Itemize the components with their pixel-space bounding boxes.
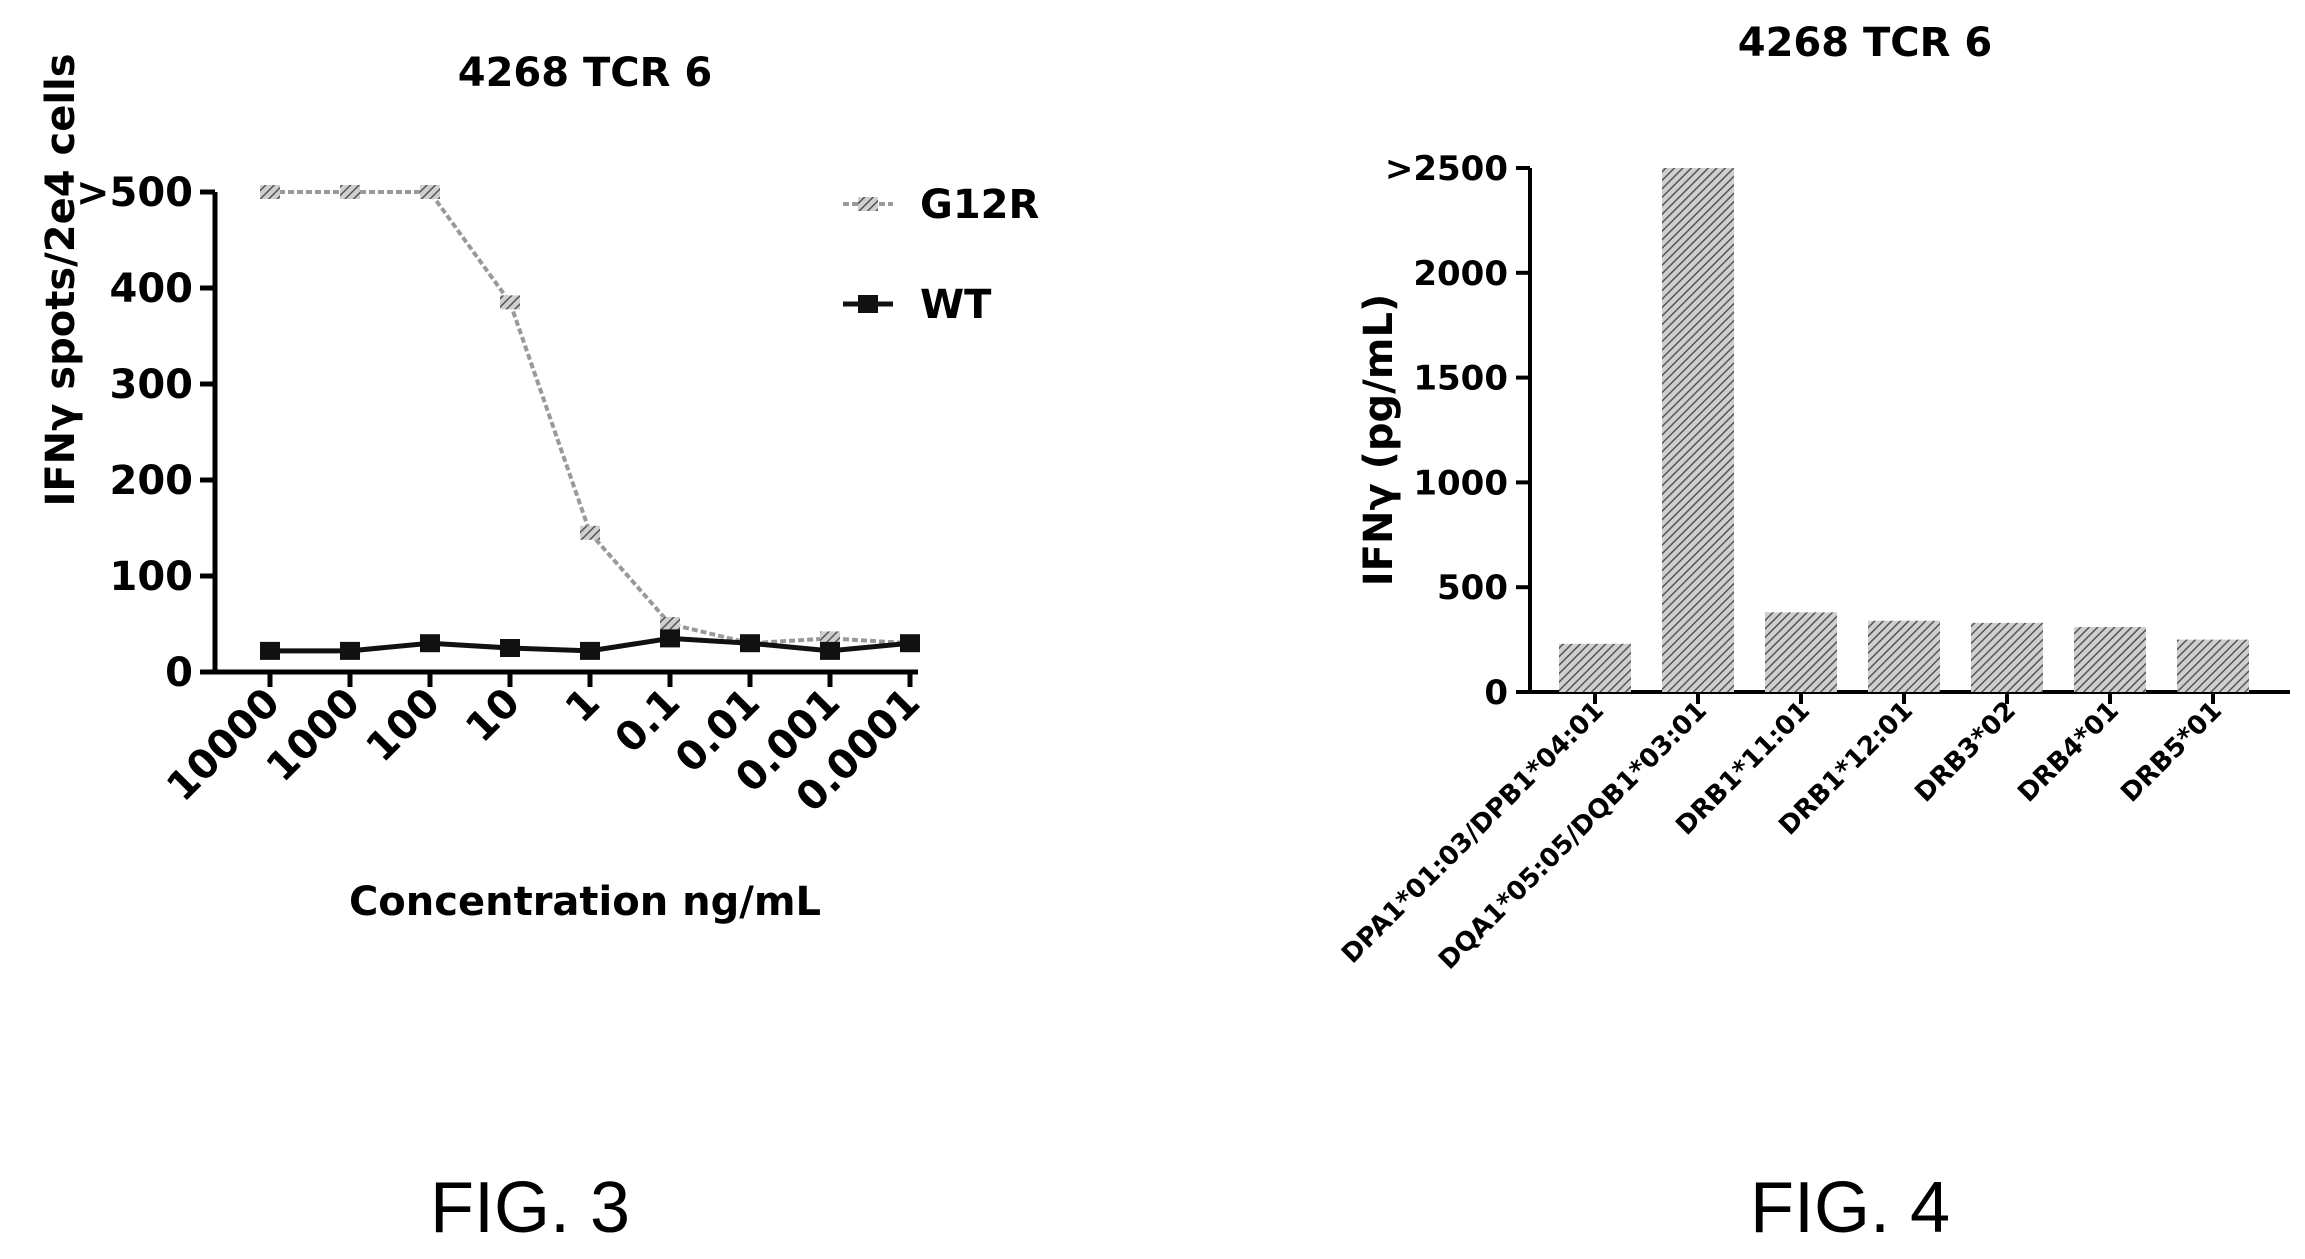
fig4-bar bbox=[1559, 643, 1631, 692]
fig4-y-tick-label: 1000 bbox=[1413, 463, 1508, 503]
fig3-y-tick-label: 300 bbox=[110, 362, 194, 408]
fig3-point-wt bbox=[820, 641, 840, 660]
fig3-y-tick-label: 200 bbox=[110, 458, 194, 504]
fig4-y-axis-title: IFNγ (pg/mL) bbox=[1356, 294, 1402, 586]
fig4-bar bbox=[2177, 639, 2249, 692]
fig4-y-tick-label: >2500 bbox=[1385, 149, 1508, 189]
fig3-point-g12r bbox=[500, 295, 520, 310]
fig3-legend: G12R WT bbox=[843, 182, 1039, 328]
fig3-point-wt bbox=[580, 641, 600, 660]
fig3-point-wt bbox=[260, 641, 280, 660]
fig3-legend-label-wt: WT bbox=[920, 282, 992, 328]
fig3-point-g12r bbox=[340, 185, 360, 199]
fig3-x-tick-label: 1000 bbox=[258, 680, 369, 791]
fig3-point-wt bbox=[660, 629, 680, 648]
fig3-y-tick-label: >500 bbox=[76, 170, 193, 216]
fig4-y-axis-title-wrap: IFNγ (pg/mL) bbox=[1356, 294, 1402, 586]
fig3-y-ticks: 0 100 200 300 400 >500 bbox=[76, 170, 215, 696]
fig3-legend-label-g12r: G12R bbox=[920, 182, 1039, 228]
fig4-y-tick-label: 2000 bbox=[1413, 254, 1508, 294]
fig4-bar bbox=[1868, 620, 1940, 692]
fig4-x-tick-label: DRB4*01 bbox=[2012, 696, 2125, 809]
fig3-point-wt bbox=[340, 641, 360, 660]
fig4-y-tick-label: 1500 bbox=[1413, 359, 1508, 399]
fig3-series-line-g12r bbox=[270, 190, 911, 646]
fig3-legend-marker-wt bbox=[858, 295, 878, 313]
fig4-chart-title: 4268 TCR 6 bbox=[1738, 20, 1992, 66]
fig3-chart-title: 4268 TCR 6 bbox=[458, 50, 712, 96]
fig3-point-g12r bbox=[260, 185, 280, 199]
fig4-x-ticks: DPA1*01:03/DPB1*04:01DQA1*05:05/DQB1*03:… bbox=[1336, 692, 2228, 976]
fig3-point-g12r bbox=[420, 185, 440, 199]
fig4-label: FIG. 4 bbox=[1750, 1168, 1950, 1248]
fig3-x-tick-label: 10 bbox=[457, 680, 529, 752]
fig3-point-g12r bbox=[660, 617, 680, 631]
fig3-legend-marker-g12r bbox=[858, 197, 878, 211]
fig3-point-g12r bbox=[580, 525, 600, 540]
fig4-bar bbox=[2074, 627, 2146, 692]
fig3-x-tick-label: 1 bbox=[557, 680, 609, 732]
fig4-y-ticks: 0 500 1000 1500 2000 >2500 bbox=[1385, 149, 1530, 713]
fig4-y-tick-label: 500 bbox=[1437, 568, 1508, 608]
fig3-series bbox=[260, 185, 920, 660]
fig3-x-tick-label: 100 bbox=[358, 680, 450, 772]
fig3-x-tick-label: 10000 bbox=[158, 680, 289, 811]
fig3-line-chart: 4268 TCR 6 IFNγ spots/2e4 cells 0 100 200 3… bbox=[38, 50, 1039, 1248]
fig3-point-wt bbox=[900, 634, 920, 653]
fig4-bar bbox=[1662, 168, 1734, 692]
fig3-y-tick-label: 400 bbox=[110, 266, 194, 312]
fig4-y-tick-label: 0 bbox=[1484, 673, 1508, 713]
fig3-y-axis-title: IFNγ spots/2e4 cells bbox=[38, 53, 84, 506]
fig4-x-tick-label: DRB3*02 bbox=[1909, 696, 2022, 809]
fig3-y-tick-label: 100 bbox=[110, 554, 194, 600]
fig4-x-tick-label: DRB5*01 bbox=[2115, 696, 2228, 809]
fig3-label: FIG. 3 bbox=[430, 1168, 630, 1248]
fig3-x-axis-title: Concentration ng/mL bbox=[349, 879, 821, 925]
fig3-point-wt bbox=[740, 634, 760, 653]
fig3-axes bbox=[212, 192, 918, 675]
fig4-bar-chart: 4268 TCR 6 IFNγ (pg/mL) 0 500 1000 1500 2000… bbox=[1336, 20, 2290, 1248]
fig3-point-wt bbox=[420, 634, 440, 653]
fig3-y-axis-title-wrap: IFNγ spots/2e4 cells bbox=[38, 53, 84, 506]
fig4-axes bbox=[1528, 168, 2290, 694]
fig3-y-tick-label: 0 bbox=[165, 650, 193, 696]
fig4-bar bbox=[1971, 622, 2043, 692]
fig3-point-wt bbox=[500, 639, 520, 657]
fig4-bar bbox=[1765, 612, 1837, 692]
fig4-bars bbox=[1559, 168, 2249, 692]
